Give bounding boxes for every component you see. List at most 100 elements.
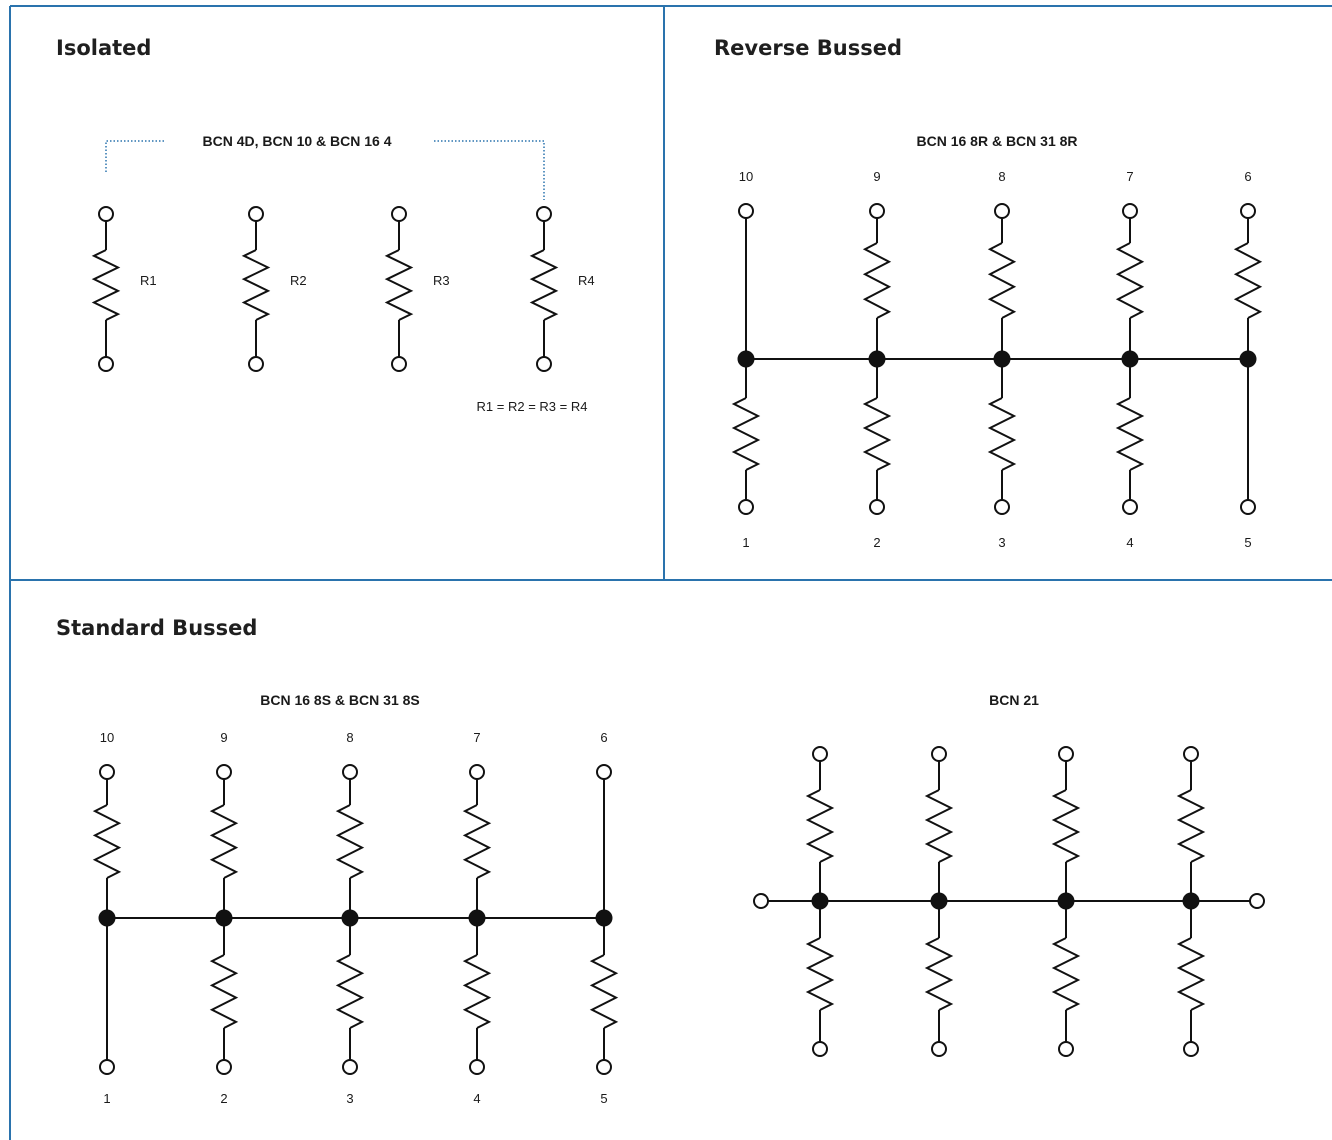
terminal-pin <box>1058 1041 1074 1057</box>
resistor-label: R3 <box>433 273 450 288</box>
pin-number: 2 <box>220 1091 227 1106</box>
resistor <box>384 249 414 321</box>
terminal-pin <box>994 203 1010 219</box>
standard-bussed-title: Standard Bussed <box>56 616 258 640</box>
terminal-pin <box>596 1059 612 1075</box>
terminal-pin <box>98 206 114 222</box>
resistor <box>209 804 239 879</box>
pin-number: 6 <box>600 730 607 745</box>
resistor <box>335 804 365 879</box>
resistor <box>987 242 1017 319</box>
resistor <box>924 789 954 863</box>
terminal-pin <box>248 206 264 222</box>
terminal-pin <box>738 203 754 219</box>
resistor <box>862 397 892 471</box>
terminal-pin <box>98 356 114 372</box>
resistor <box>731 397 761 471</box>
bracket-right <box>434 140 545 200</box>
junction-dot <box>215 909 233 927</box>
terminal-pin <box>1240 203 1256 219</box>
resistor <box>805 789 835 863</box>
terminal-pin <box>248 356 264 372</box>
resistor-equality-note: R1 = R2 = R3 = R4 <box>477 399 588 414</box>
terminal-pin <box>216 1059 232 1075</box>
resistor <box>335 954 365 1029</box>
terminal-pin <box>99 1059 115 1075</box>
standard-subtitle: BCN 16 8S & BCN 31 8S <box>260 692 420 708</box>
terminal-pin <box>753 893 769 909</box>
junction-dot <box>737 350 755 368</box>
resistor <box>1051 789 1081 863</box>
pin-number: 5 <box>1244 535 1251 550</box>
resistor <box>1176 937 1206 1011</box>
resistor <box>987 397 1017 471</box>
terminal-pin <box>391 206 407 222</box>
terminal-pin <box>342 764 358 780</box>
resistor-label: R2 <box>290 273 307 288</box>
resistor-label: R1 <box>140 273 157 288</box>
pin-number: 6 <box>1244 169 1251 184</box>
junction-dot <box>468 909 486 927</box>
terminal-pin <box>931 746 947 762</box>
terminal-pin <box>469 764 485 780</box>
pin-number: 8 <box>998 169 1005 184</box>
reverse-subtitle: BCN 16 8R & BCN 31 8R <box>916 133 1077 149</box>
resistor <box>1115 397 1145 471</box>
pin-number: 9 <box>873 169 880 184</box>
terminal-pin <box>812 1041 828 1057</box>
junction-dot <box>341 909 359 927</box>
junction-dot <box>1239 350 1257 368</box>
resistor <box>924 937 954 1011</box>
terminal-pin <box>1058 746 1074 762</box>
reverse-bussed-title: Reverse Bussed <box>714 36 902 60</box>
resistor <box>462 804 492 879</box>
resistor-label: R4 <box>578 273 595 288</box>
resistor <box>805 937 835 1011</box>
junction-dot <box>868 350 886 368</box>
resistor <box>862 242 892 319</box>
resistor <box>462 954 492 1029</box>
terminal-pin <box>99 764 115 780</box>
bracket-left <box>105 140 166 172</box>
terminal-pin <box>1122 499 1138 515</box>
isolated-title: Isolated <box>56 36 152 60</box>
junction-dot <box>1057 892 1075 910</box>
resistor <box>92 804 122 879</box>
pin-number: 3 <box>998 535 1005 550</box>
terminal-pin <box>931 1041 947 1057</box>
junction-dot <box>811 892 829 910</box>
pin-number: 9 <box>220 730 227 745</box>
terminal-pin <box>342 1059 358 1075</box>
terminal-pin <box>994 499 1010 515</box>
resistor <box>1115 242 1145 319</box>
isolated-subtitle: BCN 4D, BCN 10 & BCN 16 4 <box>202 133 391 149</box>
resistor <box>589 954 619 1029</box>
terminal-pin <box>1183 1041 1199 1057</box>
pin-number: 2 <box>873 535 880 550</box>
pin-number: 10 <box>100 730 114 745</box>
pin-number: 4 <box>1126 535 1133 550</box>
resistor <box>91 249 121 321</box>
pin-number: 8 <box>346 730 353 745</box>
pin-number: 10 <box>739 169 753 184</box>
pin-number: 1 <box>742 535 749 550</box>
resistor <box>241 249 271 321</box>
resistor <box>1233 242 1263 319</box>
resistor <box>1051 937 1081 1011</box>
terminal-pin <box>1183 746 1199 762</box>
terminal-pin <box>869 499 885 515</box>
terminal-pin <box>536 356 552 372</box>
resistor <box>209 954 239 1029</box>
junction-dot <box>993 350 1011 368</box>
terminal-pin <box>469 1059 485 1075</box>
pin-number: 3 <box>346 1091 353 1106</box>
pin-number: 1 <box>103 1091 110 1106</box>
terminal-pin <box>1249 893 1265 909</box>
terminal-pin <box>812 746 828 762</box>
junction-dot <box>1121 350 1139 368</box>
junction-dot <box>1182 892 1200 910</box>
terminal-pin <box>1240 499 1256 515</box>
